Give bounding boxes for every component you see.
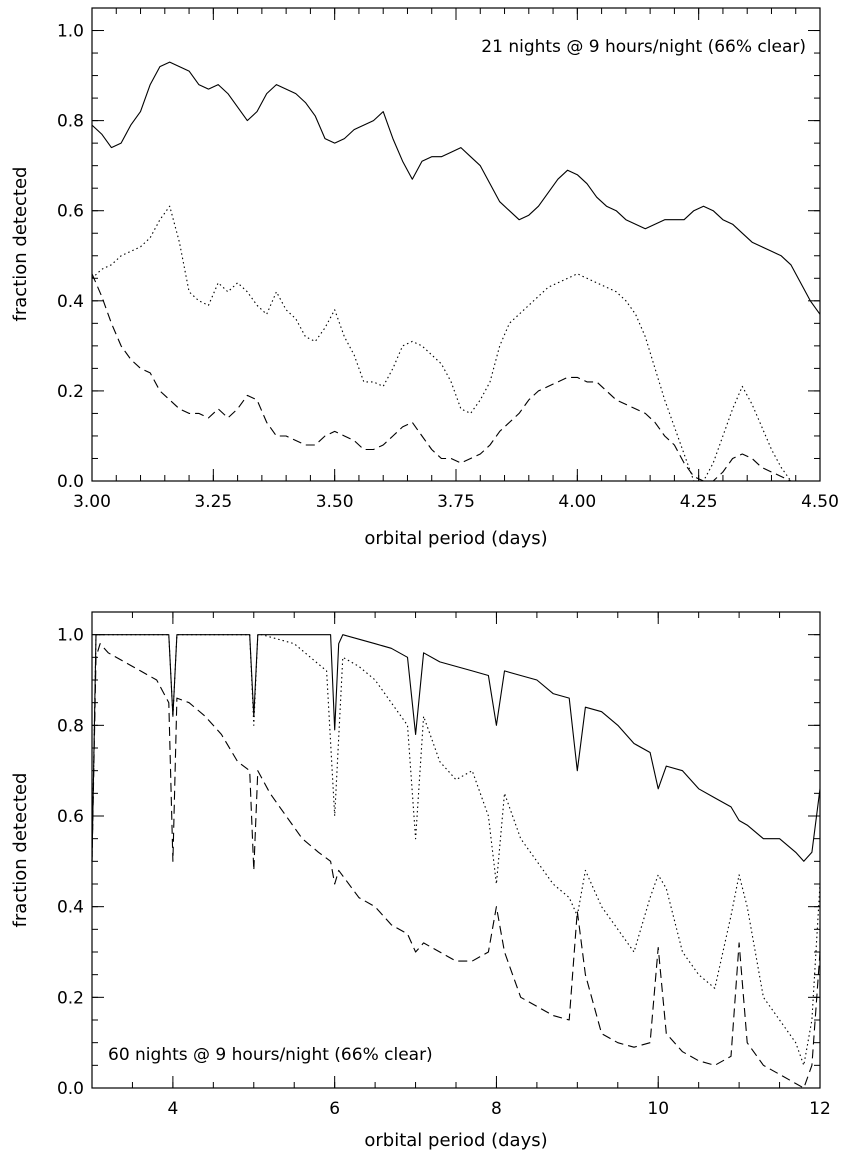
solid-series-line bbox=[91, 634, 821, 862]
dashed-series-line bbox=[91, 273, 792, 482]
y-tick-label: 0.6 bbox=[57, 807, 84, 827]
bottom-panel: 4 6 8 10 12 0.0 0.2 0.4 0.6 0.8 1.0 60 nights @ 9… bbox=[10, 611, 831, 1151]
y-tick-label: 0.8 bbox=[57, 112, 84, 132]
y-tick-label: 0.2 bbox=[57, 988, 84, 1008]
top-x-tick-labels: 3.00 3.25 3.50 3.75 4.00 4.25 4.50 bbox=[73, 492, 839, 512]
top-x-axis-label: orbital period (days) bbox=[364, 528, 547, 549]
dotted-series-line bbox=[91, 205, 792, 482]
x-tick-label: 4 bbox=[167, 1099, 178, 1119]
x-tick-label: 4.50 bbox=[801, 492, 839, 512]
y-tick-label: 1.0 bbox=[57, 626, 84, 646]
x-tick-label: 3.00 bbox=[73, 492, 111, 512]
top-y-axis-label: fraction detected bbox=[10, 167, 31, 322]
solid-series-line bbox=[91, 61, 821, 315]
bottom-x-tick-labels: 4 6 8 10 12 bbox=[167, 1099, 830, 1119]
bottom-plot-frame bbox=[91, 611, 821, 1089]
top-ticks bbox=[91, 7, 821, 482]
x-tick-label: 6 bbox=[329, 1099, 340, 1119]
y-tick-label: 0.4 bbox=[57, 292, 84, 312]
y-tick-label: 0.8 bbox=[57, 716, 84, 736]
y-tick-label: 0.4 bbox=[57, 898, 84, 918]
top-y-tick-labels: 0.0 0.2 0.4 0.6 0.8 1.0 bbox=[57, 22, 84, 492]
x-tick-label: 4.25 bbox=[680, 492, 718, 512]
bottom-annotation: 60 nights @ 9 hours/night (66% clear) bbox=[108, 1045, 433, 1065]
y-tick-label: 0.2 bbox=[57, 382, 84, 402]
x-tick-label: 10 bbox=[647, 1099, 669, 1119]
bottom-series bbox=[91, 634, 821, 1089]
x-tick-label: 4.00 bbox=[558, 492, 596, 512]
x-tick-label: 12 bbox=[809, 1099, 831, 1119]
top-panel: 3.00 3.25 3.50 3.75 4.00 4.25 4.50 0.00.20.40.… bbox=[10, 7, 839, 549]
dotted-series-line bbox=[91, 634, 821, 1066]
x-tick-label: 8 bbox=[491, 1099, 502, 1119]
y-tick-label: 0.0 bbox=[57, 472, 84, 492]
x-tick-label: 3.75 bbox=[437, 492, 475, 512]
x-tick-label: 3.50 bbox=[316, 492, 354, 512]
bottom-y-tick-labels: 0.0 0.2 0.4 0.6 0.8 1.0 bbox=[57, 626, 84, 1099]
top-series bbox=[91, 61, 821, 482]
y-tick-label: 0.0 bbox=[57, 1079, 84, 1099]
top-annotation: 21 nights @ 9 hours/night (66% clear) bbox=[481, 37, 806, 57]
top-plot-frame bbox=[91, 7, 821, 482]
y-tick-label: 0.6 bbox=[57, 202, 84, 222]
x-tick-label: 3.25 bbox=[194, 492, 232, 512]
dashed-series-line bbox=[91, 643, 821, 1089]
bottom-x-axis-label: orbital period (days) bbox=[364, 1130, 547, 1151]
y-tick-label: 1.0 bbox=[57, 22, 84, 42]
bottom-y-axis-label: fraction detected bbox=[10, 773, 31, 928]
bottom-ticks bbox=[91, 611, 821, 1089]
